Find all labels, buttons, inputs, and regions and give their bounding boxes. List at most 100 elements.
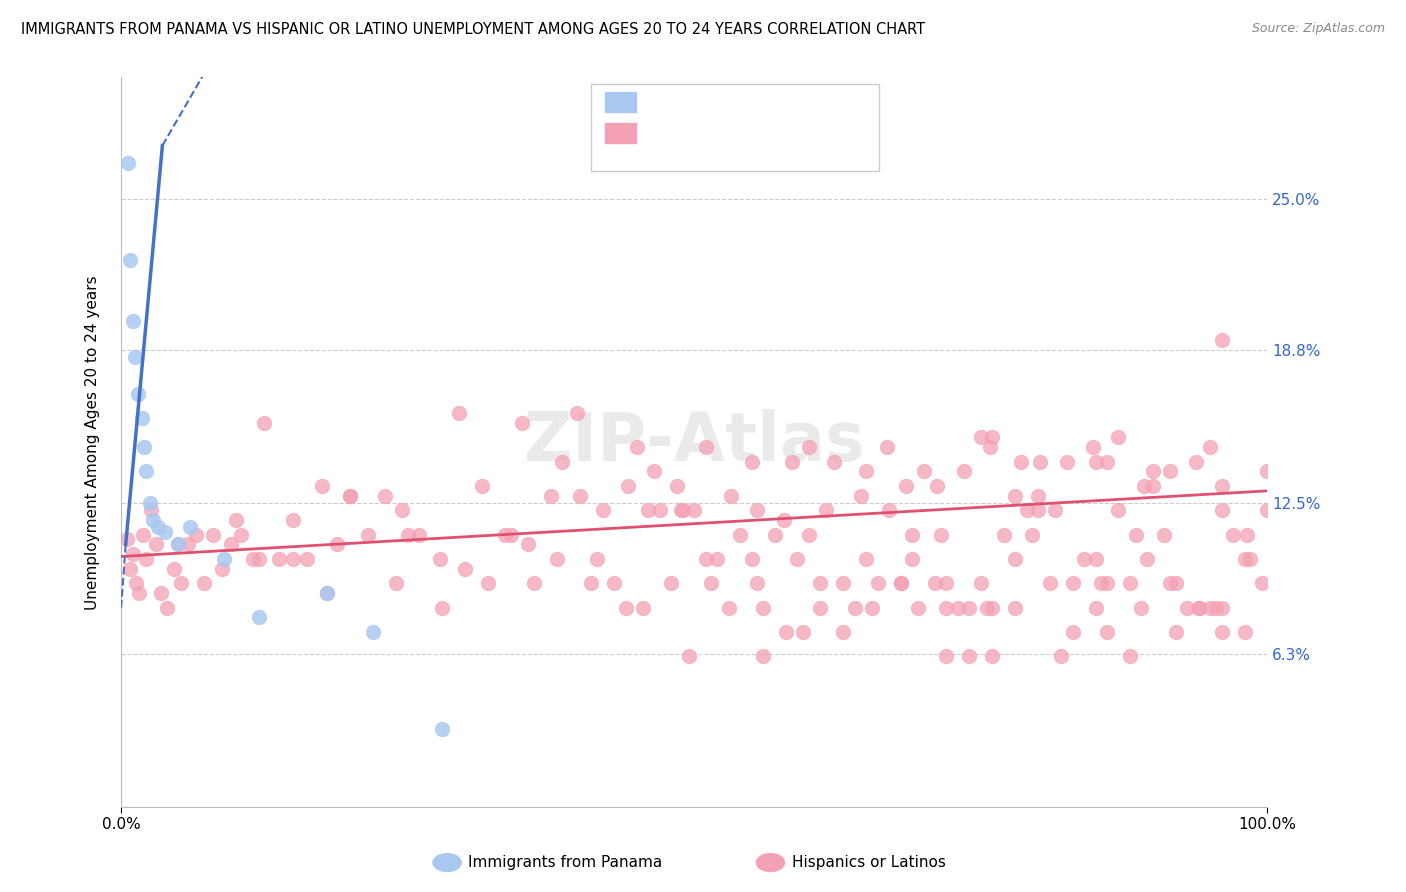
- Point: [672, 503, 695, 517]
- Point: [454, 562, 477, 576]
- Point: [1164, 576, 1187, 591]
- Point: [408, 527, 430, 541]
- Point: [477, 576, 499, 591]
- Point: [747, 576, 769, 591]
- Point: [325, 537, 347, 551]
- Point: [957, 600, 980, 615]
- Point: [981, 430, 1004, 444]
- Point: [517, 537, 540, 551]
- Point: [211, 562, 233, 576]
- Point: [1130, 600, 1153, 615]
- Point: [901, 527, 924, 541]
- Point: [866, 576, 889, 591]
- Point: [139, 503, 162, 517]
- Point: [808, 576, 831, 591]
- Text: Immigrants from Panama: Immigrants from Panama: [468, 855, 662, 870]
- Point: [121, 547, 143, 561]
- Point: [1050, 649, 1073, 664]
- Point: [139, 496, 162, 510]
- Point: [772, 513, 794, 527]
- Point: [1029, 455, 1052, 469]
- Point: [128, 586, 150, 600]
- Point: [661, 576, 683, 591]
- Point: [1188, 600, 1211, 615]
- Point: [592, 503, 614, 517]
- Point: [1026, 489, 1049, 503]
- Point: [568, 489, 591, 503]
- Point: [356, 527, 378, 541]
- Point: [247, 552, 270, 566]
- Point: [695, 440, 717, 454]
- Point: [339, 489, 361, 503]
- Point: [225, 513, 247, 527]
- Point: [281, 513, 304, 527]
- Text: 0.316: 0.316: [690, 95, 738, 109]
- Point: [1205, 600, 1227, 615]
- Point: [993, 527, 1015, 541]
- Y-axis label: Unemployment Among Ages 20 to 24 years: Unemployment Among Ages 20 to 24 years: [86, 275, 100, 609]
- Point: [396, 527, 419, 541]
- Point: [127, 386, 149, 401]
- Text: 19: 19: [787, 95, 808, 109]
- Point: [1142, 464, 1164, 478]
- Point: [115, 533, 138, 547]
- Point: [494, 527, 516, 541]
- Point: [1004, 552, 1026, 566]
- Point: [747, 503, 769, 517]
- Point: [135, 464, 157, 478]
- Point: [935, 600, 957, 615]
- Point: [907, 600, 929, 615]
- Point: [614, 600, 637, 615]
- Point: [156, 600, 179, 615]
- Point: [551, 455, 574, 469]
- Point: [763, 527, 786, 541]
- Point: [1185, 455, 1208, 469]
- Point: [631, 600, 654, 615]
- Point: [1164, 624, 1187, 639]
- Point: [896, 479, 918, 493]
- Point: [741, 552, 763, 566]
- Point: [391, 503, 413, 517]
- Point: [146, 520, 169, 534]
- Point: [1211, 503, 1233, 517]
- Point: [184, 527, 207, 541]
- Point: [131, 410, 153, 425]
- Point: [1233, 624, 1256, 639]
- Point: [775, 624, 797, 639]
- Point: [363, 624, 385, 639]
- Point: [695, 552, 717, 566]
- Point: [1010, 455, 1032, 469]
- Point: [429, 552, 451, 566]
- Point: [976, 600, 998, 615]
- Point: [193, 576, 215, 591]
- Point: [1199, 440, 1222, 454]
- Point: [219, 537, 242, 551]
- Point: [797, 527, 820, 541]
- Point: [1211, 479, 1233, 493]
- Point: [449, 406, 471, 420]
- Point: [786, 552, 808, 566]
- Point: [374, 489, 396, 503]
- Point: [295, 552, 318, 566]
- Point: [1073, 552, 1095, 566]
- Point: [1015, 503, 1038, 517]
- Point: [269, 552, 291, 566]
- Point: [120, 252, 142, 267]
- Point: [706, 552, 728, 566]
- Text: 0.289: 0.289: [690, 127, 738, 141]
- Point: [135, 552, 157, 566]
- Point: [242, 552, 264, 566]
- Point: [167, 537, 190, 551]
- Point: [1095, 624, 1118, 639]
- Point: [855, 464, 877, 478]
- Point: [1256, 464, 1278, 478]
- Point: [512, 416, 534, 430]
- Point: [1056, 455, 1078, 469]
- Point: [281, 552, 304, 566]
- Point: [1090, 576, 1112, 591]
- Point: [579, 576, 602, 591]
- Point: [1045, 503, 1067, 517]
- Point: [815, 503, 838, 517]
- Point: [808, 600, 831, 615]
- Point: [720, 489, 742, 503]
